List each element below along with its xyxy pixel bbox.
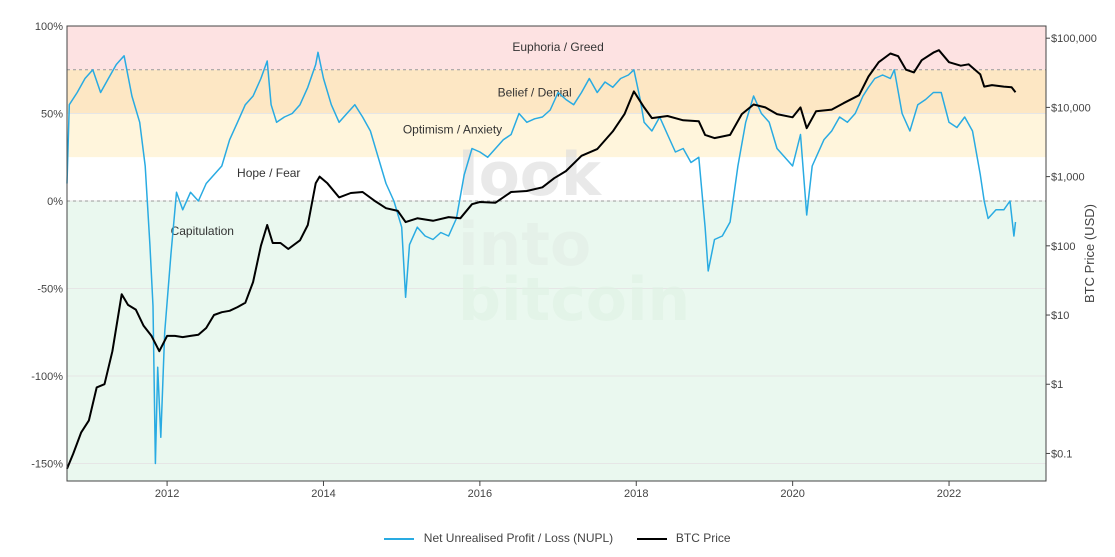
- legend-swatch-btc-price: [636, 537, 667, 540]
- x-tick-label-2014: 2014: [311, 488, 335, 500]
- y-right-tick-label-0: $100,000: [1051, 33, 1097, 45]
- sentiment-zones: [67, 26, 1046, 481]
- legend: Net Unrealised Profit / Loss (NUPL) BTC …: [0, 530, 1115, 545]
- series-line-net-unrealised-profit-loss-nupl: [66, 51, 1017, 465]
- series-line-btc-price: [66, 49, 1017, 470]
- zone-label-capitulation: Capitulation: [171, 224, 234, 238]
- plot-frame: [66, 25, 1047, 482]
- legend-label-nupl: Net Unrealised Profit / Loss (NUPL): [423, 530, 614, 545]
- y-left-axis: 100% 50% 0% -50% -100% -150%: [31, 21, 63, 471]
- y-left-tick-label-1: 50%: [41, 109, 63, 121]
- y-left-tick-label-3: -50%: [37, 284, 63, 296]
- zone-optimism-anxiety: [67, 113, 1046, 158]
- zone-label-optimism-anxiety: Optimism / Anxiety: [403, 122, 502, 136]
- zone-hope-fear: [67, 157, 1046, 201]
- x-tick-label-2020: 2020: [780, 488, 804, 500]
- y-right-tick-label-5: $1: [1051, 379, 1063, 391]
- zone-belief-denial: [67, 69, 1046, 114]
- x-axis: 2012 2014 2016 2018 2020 2022: [155, 481, 961, 500]
- y-left-tick-label-4: -100%: [31, 371, 63, 383]
- zone-label-euphoria-greed: Euphoria / Greed: [512, 40, 603, 54]
- x-tick-label-2022: 2022: [937, 488, 961, 500]
- legend-item-nupl[interactable]: Net Unrealised Profit / Loss (NUPL): [384, 531, 613, 545]
- y-right-tick-label-3: $100: [1051, 241, 1075, 253]
- series-layer: [66, 49, 1017, 470]
- legend-swatch-nupl: [384, 537, 415, 540]
- y-right-tick-label-2: $1,000: [1051, 172, 1085, 184]
- y-right-tick-label-4: $10: [1051, 310, 1069, 322]
- watermark-word-0: look: [458, 140, 603, 210]
- y-left-tick-label-2: 0%: [47, 196, 63, 208]
- y-right-tick-label-6: $0.1: [1051, 448, 1072, 460]
- zone-label-belief-denial: Belief / Denial: [498, 86, 572, 100]
- zone-euphoria-greed: [67, 26, 1046, 70]
- x-tick-label-2012: 2012: [155, 488, 179, 500]
- x-tick-label-2018: 2018: [624, 488, 648, 500]
- y-left-tick-label-5: -150%: [31, 459, 63, 471]
- zone-label-hope-fear: Hope / Fear: [237, 166, 300, 180]
- y-right-tick-label-1: $10,000: [1051, 102, 1091, 114]
- y-left-tick-label-0: 100%: [35, 21, 63, 33]
- x-tick-label-2016: 2016: [468, 488, 492, 500]
- y-right-axis-title: BTC Price (USD): [1082, 204, 1097, 303]
- y-right-axis: $100,000 $10,000 $1,000 $100 $10 $1 $0.1: [1046, 33, 1097, 460]
- legend-label-btc-price: BTC Price: [675, 530, 731, 545]
- zone-labels: Euphoria / Greed Belief / Denial Optimism …: [171, 40, 604, 238]
- watermark-word-2: bitcoin: [458, 265, 690, 335]
- zone-capitulation: [67, 201, 1046, 481]
- legend-item-btc-price[interactable]: BTC Price: [636, 530, 731, 545]
- watermark-word-1: into: [458, 210, 591, 280]
